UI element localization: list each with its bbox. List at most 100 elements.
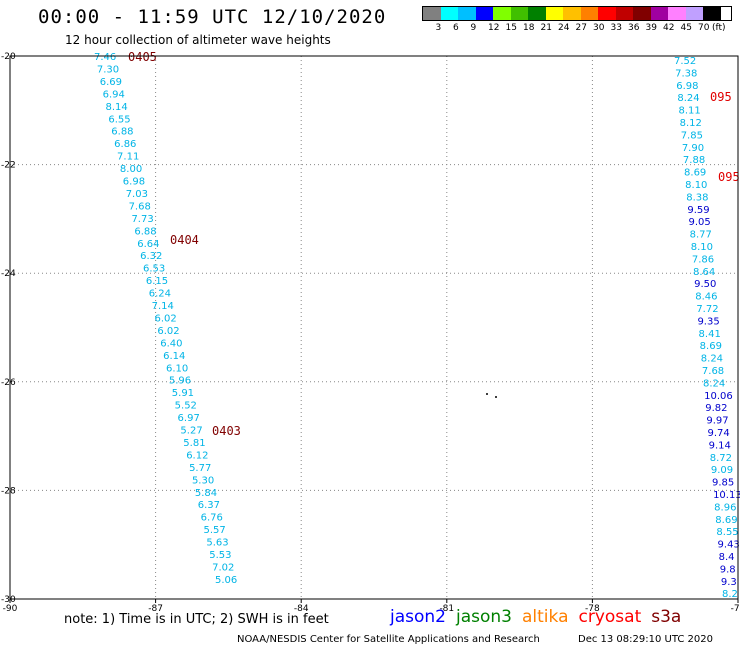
swh-value: 9.59: [687, 205, 709, 216]
swh-value: 6.12: [186, 450, 208, 461]
legend-label: 21: [540, 23, 552, 33]
swh-value: 6.02: [155, 313, 177, 324]
swh-value: 7.72: [696, 304, 718, 315]
swh-value: 5.27: [180, 426, 202, 437]
swh-value: 9.14: [709, 440, 731, 451]
swh-value: 7.52: [674, 56, 696, 67]
swh-value: 6.55: [108, 114, 130, 125]
legend-label: 3: [435, 23, 442, 33]
lon-tick-label: -84: [294, 604, 309, 614]
swh-value: 6.64: [137, 239, 159, 250]
swh-value: 9.09: [711, 465, 733, 476]
legend-swatches: [422, 6, 732, 21]
altimeter-tracks: 7.467.306.696.948.146.556.886.867.118.00…: [94, 52, 740, 600]
lat-tick-label: -26: [1, 378, 16, 388]
lon-tick-label: -78: [585, 604, 600, 614]
pass-label: 0403: [212, 424, 241, 438]
lat-tick-label: -20: [1, 52, 16, 62]
swh-value: 5.06: [215, 575, 237, 586]
swh-value: 6.15: [146, 276, 168, 287]
legend-swatch: [510, 7, 528, 20]
swh-value: 10.13: [713, 490, 740, 501]
swh-value: 8.24: [703, 378, 725, 389]
legend-unit: (ft): [712, 23, 726, 33]
swh-value: 9.05: [689, 217, 711, 228]
lon-tick-label: -87: [148, 604, 163, 614]
legend-swatch: [598, 7, 616, 20]
swh-value: 9.50: [694, 279, 716, 290]
swh-value: 8.72: [710, 453, 732, 464]
swh-value: 7.68: [129, 201, 151, 212]
swh-value: 6.14: [163, 351, 185, 362]
swh-value: 7.85: [681, 130, 703, 141]
swh-value: 9.82: [705, 403, 727, 414]
island-dot: [486, 393, 488, 395]
swh-value: 7.68: [702, 366, 724, 377]
legend-swatch: [563, 7, 581, 20]
swh-value: 8.38: [686, 192, 708, 203]
legend-label: 70: [698, 23, 710, 33]
legend-swatch: [475, 7, 493, 20]
swh-value: 5.77: [189, 463, 211, 474]
legend-label: 18: [523, 23, 535, 33]
swh-value: 7.30: [97, 64, 119, 75]
lon-tick-label: -90: [3, 604, 18, 614]
legend-label: 27: [575, 23, 587, 33]
swh-value: 9.74: [707, 428, 729, 439]
swh-value: 7.90: [682, 143, 704, 154]
swh-value: 8.14: [106, 102, 128, 113]
swh-value: 6.53: [143, 264, 165, 275]
axis-ticks: -90 -87 -84 -81 -78 -75 -20 -22 -24 -26 -28 -30: [1, 52, 740, 614]
lat-tick-label: -28: [1, 486, 16, 496]
swh-value: 6.98: [676, 81, 698, 92]
footnote: note: 1) Time is in UTC; 2) SWH is in fe…: [64, 612, 329, 627]
lat-tick-label: -30: [1, 595, 16, 605]
credit-text: NOAA/NESDIS Center for Satellite Applica…: [237, 634, 540, 645]
swh-value: 9.43: [718, 540, 740, 551]
swh-value: 6.24: [149, 289, 171, 300]
pass-label: 0405: [128, 50, 157, 64]
swh-value: 6.69: [100, 77, 122, 88]
swh-value: 5.30: [192, 475, 214, 486]
swh-value: 8.24: [701, 354, 723, 365]
swh-value: 6.32: [140, 251, 162, 262]
legend-swatch: [668, 7, 686, 20]
swh-value: 6.10: [166, 363, 188, 374]
pass-labels: 0405 0404 0403 095 095: [128, 50, 740, 438]
page-title: 00:00 - 11:59 UTC 12/10/2020: [38, 6, 387, 28]
swh-value: 8.12: [680, 118, 702, 129]
swh-value: 8.2: [722, 589, 738, 600]
swh-value: 7.46: [94, 52, 116, 63]
legend-label: 39: [645, 23, 657, 33]
mission-name: cryosat: [578, 607, 642, 627]
swh-value: 7.14: [152, 301, 174, 312]
swh-value: 7.03: [126, 189, 148, 200]
swh-value: 6.86: [114, 139, 136, 150]
mission-name: s3a: [651, 607, 682, 627]
legend-label: 42: [663, 23, 675, 33]
swh-value: 8.24: [677, 93, 699, 104]
swh-value: 8.11: [678, 106, 700, 117]
swh-value: 6.88: [134, 226, 156, 237]
pass-label: 095: [718, 170, 740, 184]
swh-value: 5.52: [175, 401, 197, 412]
legend-swatch: [493, 7, 511, 20]
legend-labels: 3 6 9 12 15 18 21 24 27 30 33 36 39 42 45 70 (ft): [422, 21, 732, 35]
swh-value: 6.37: [198, 500, 220, 511]
legend-swatch: [615, 7, 633, 20]
swh-value: 8.69: [715, 515, 737, 526]
swh-value: 6.76: [201, 513, 223, 524]
swh-value: 7.11: [117, 152, 139, 163]
page-subtitle: 12 hour collection of altimeter wave hei…: [65, 33, 331, 47]
swh-value: 8.69: [684, 168, 706, 179]
swh-value: 6.98: [123, 177, 145, 188]
swh-value: 5.91: [172, 388, 194, 399]
legend-swatch: [703, 7, 721, 20]
legend-label: 9: [470, 23, 477, 33]
swh-value: 5.57: [203, 525, 225, 536]
swh-value: 5.53: [209, 550, 231, 561]
swh-value: 5.81: [183, 438, 205, 449]
swh-value: 8.00: [120, 164, 142, 175]
pass-label: 095: [710, 90, 732, 104]
legend-label: 6: [453, 23, 459, 33]
